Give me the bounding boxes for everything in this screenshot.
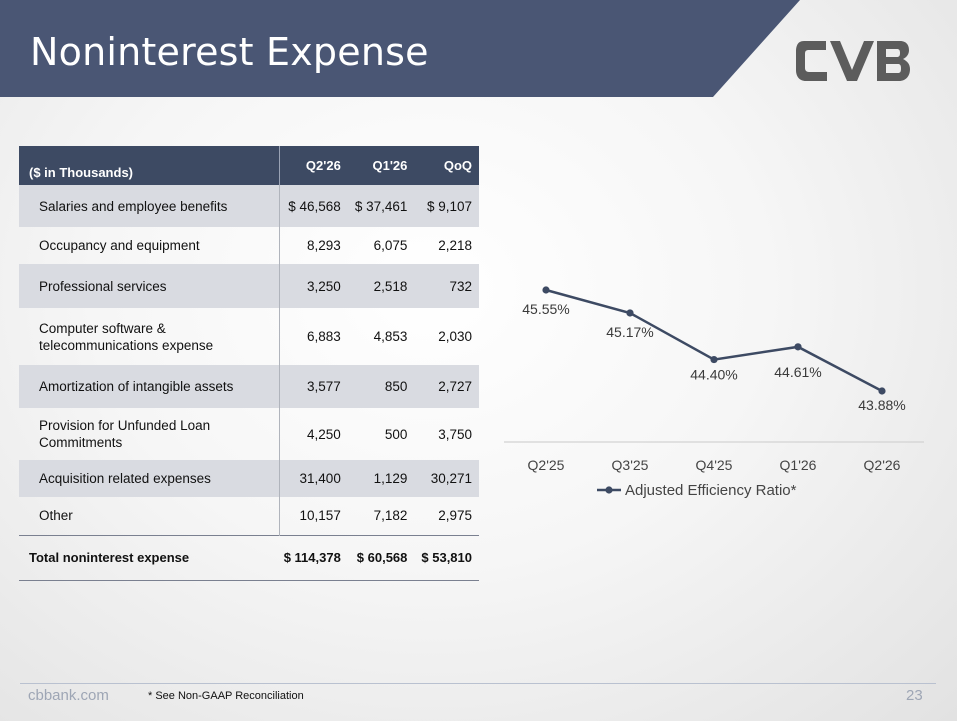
header-label: ($ in Thousands): [19, 146, 280, 185]
row-label: Other: [39, 508, 73, 524]
cvb-logo: [796, 41, 910, 81]
row-q2-26: 8,293: [279, 227, 348, 264]
header-q2-26: Q2'26: [279, 146, 348, 185]
header-q1-26: Q1'26: [347, 146, 415, 185]
row-label: Salaries and employee benefits: [19, 185, 280, 227]
row-q1-26: 7,182: [373, 508, 408, 524]
website-label: cbbank.com: [28, 687, 109, 704]
row-label: Professional services: [19, 264, 280, 308]
data-label: 45.55%: [522, 301, 569, 317]
row-qoq: 2,218: [438, 238, 472, 253]
row-q2-26: 10,157: [279, 497, 348, 535]
row-q1-26: 2,518: [347, 264, 415, 308]
table-row: Provision for Unfunded Loan Commitments …: [19, 408, 479, 460]
efficiency-ratio-chart: 45.55% 45.17% 44.40% 44.61% 43.88% Q2'25 Q3'25…: [504, 286, 924, 499]
row-q2-26: 31,400: [279, 460, 348, 497]
row-label: Computer software & telecommunications e…: [39, 320, 214, 353]
row-q1-26: $ 37,461: [347, 185, 415, 227]
row-q1-26: 6,075: [373, 238, 408, 253]
table-row: Amortization of intangible assets 3,577 …: [19, 365, 479, 408]
row-label: Occupancy and equipment: [39, 238, 200, 253]
data-point: [542, 286, 550, 294]
table-row: Acquisition related expenses 31,400 1,12…: [19, 460, 479, 497]
legend-label: Adjusted Efficiency Ratio*: [625, 482, 797, 499]
header-qoq: QoQ: [414, 146, 479, 185]
footnote: * See Non-GAAP Reconciliation: [148, 690, 304, 702]
row-label: Provision for Unfunded Loan Commitments: [39, 418, 211, 450]
expense-table: ($ in Thousands) Q2'26 Q1'26 QoQ Salarie…: [19, 146, 479, 581]
data-label: 44.61%: [774, 364, 821, 380]
total-q2-26: $ 114,378: [279, 534, 348, 581]
table-row: Salaries and employee benefits $ 46,568 …: [19, 185, 479, 227]
row-q2-26: $ 46,568: [279, 185, 348, 227]
row-qoq: 30,271: [414, 460, 479, 497]
total-qoq: $ 53,810: [414, 534, 479, 581]
x-tick-label: Q4'25: [696, 457, 733, 473]
data-point: [710, 355, 718, 364]
title-banner: [0, 0, 800, 97]
total-row: Total noninterest expense $ 114,378 $ 60…: [19, 534, 479, 581]
total-q1-26: $ 60,568: [347, 534, 415, 581]
data-label: 43.88%: [858, 397, 905, 413]
x-tick-label: Q2'25: [528, 457, 565, 473]
data-point: [794, 343, 802, 351]
table-row: Professional services 3,250 2,518 732: [19, 264, 479, 308]
total-label: Total noninterest expense: [19, 534, 280, 581]
row-qoq: $ 9,107: [414, 185, 479, 227]
row-q1-26: 850: [347, 365, 415, 408]
data-point: [626, 309, 634, 317]
x-tick-label: Q2'26: [864, 457, 901, 473]
x-tick-label: Q3'25: [612, 457, 649, 473]
row-qoq: 3,750: [438, 426, 472, 442]
footer-divider: [20, 683, 936, 684]
table-row: Computer software & telecommunications e…: [19, 308, 479, 365]
row-qoq: 2,975: [438, 508, 472, 524]
row-q2-26: 6,883: [279, 308, 348, 365]
data-label: 45.17%: [606, 324, 653, 340]
row-q2-26: 3,250: [279, 264, 348, 308]
row-label: Acquisition related expenses: [19, 460, 280, 497]
row-label: Amortization of intangible assets: [19, 365, 280, 408]
slide-title: Noninterest Expense: [30, 30, 429, 74]
data-label: 44.40%: [690, 367, 737, 383]
row-qoq: 732: [414, 264, 479, 308]
row-qoq: 2,030: [438, 329, 472, 344]
row-q1-26: 500: [384, 426, 408, 442]
x-tick-label: Q1'26: [780, 457, 817, 473]
data-point: [878, 387, 886, 395]
page-number: 23: [906, 687, 923, 704]
table-header-row: ($ in Thousands) Q2'26 Q1'26 QoQ: [19, 146, 479, 185]
table-row: Occupancy and equipment 8,293 6,075 2,21…: [19, 227, 479, 264]
row-qoq: 2,727: [414, 365, 479, 408]
row-q2-26: 4,250: [279, 408, 348, 460]
row-q1-26: 4,853: [373, 329, 408, 344]
row-q2-26: 3,577: [279, 365, 348, 408]
table-row: Other 10,157 7,182 2,975: [19, 497, 479, 535]
row-q1-26: 1,129: [347, 460, 415, 497]
legend-marker: [605, 486, 613, 494]
